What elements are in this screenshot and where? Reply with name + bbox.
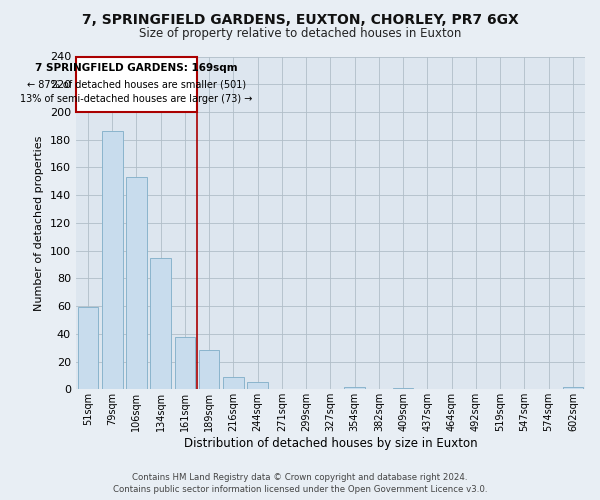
Bar [102, 132, 122, 390]
Text: ← 87% of detached houses are smaller (501): ← 87% of detached houses are smaller (50… [27, 79, 246, 89]
Bar [344, 386, 365, 390]
Bar [563, 386, 583, 390]
Bar [126, 177, 147, 390]
Text: 7 SPRINGFIELD GARDENS: 169sqm: 7 SPRINGFIELD GARDENS: 169sqm [35, 62, 238, 72]
FancyBboxPatch shape [76, 56, 197, 112]
Text: Size of property relative to detached houses in Euxton: Size of property relative to detached ho… [139, 28, 461, 40]
Bar [223, 377, 244, 390]
Bar [77, 308, 98, 390]
X-axis label: Distribution of detached houses by size in Euxton: Distribution of detached houses by size … [184, 437, 477, 450]
Bar [151, 258, 171, 390]
Text: 13% of semi-detached houses are larger (73) →: 13% of semi-detached houses are larger (… [20, 94, 253, 104]
Bar [175, 336, 195, 390]
Text: 7, SPRINGFIELD GARDENS, EUXTON, CHORLEY, PR7 6GX: 7, SPRINGFIELD GARDENS, EUXTON, CHORLEY,… [82, 12, 518, 26]
Bar [393, 388, 413, 390]
Bar [247, 382, 268, 390]
Bar [199, 350, 220, 390]
Text: Contains HM Land Registry data © Crown copyright and database right 2024.
Contai: Contains HM Land Registry data © Crown c… [113, 472, 487, 494]
Y-axis label: Number of detached properties: Number of detached properties [34, 135, 44, 310]
